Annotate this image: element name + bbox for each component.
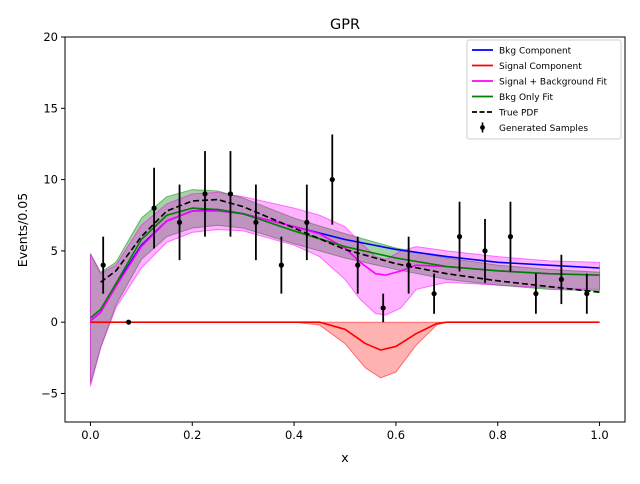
sample-point [304, 219, 310, 225]
series-true-pdf [100, 198, 600, 294]
sample-point [355, 262, 361, 268]
band-bkg-only-fit-band [89, 189, 601, 384]
y-tick-label: 0 [51, 315, 58, 329]
sample-point [431, 291, 437, 297]
legend-label-generated-samples: Generated Samples [499, 124, 588, 134]
legend-box [466, 39, 622, 140]
x-axis-label: x [341, 450, 348, 465]
sample-point [456, 234, 463, 240]
sample-point [329, 176, 335, 183]
sample-point [380, 305, 386, 311]
sample-point [533, 291, 539, 297]
sample-point [151, 205, 157, 211]
x-tick-label: 0.2 [183, 428, 201, 442]
y-axis-label: Events/0.05 [15, 193, 30, 267]
series-signal-component [90, 321, 600, 351]
x-tick-label: 0.8 [489, 428, 507, 442]
series-bkg-only-fit [89, 207, 600, 319]
legend-label-signal-component: Signal Component [499, 62, 582, 72]
y-tick-label: 15 [43, 101, 58, 115]
x-tick-label: 0.6 [387, 428, 405, 442]
sample-point [278, 262, 284, 268]
sample-point [202, 191, 208, 197]
y-tick-label: 10 [43, 173, 58, 187]
sample-point [507, 234, 514, 240]
sample-point [253, 219, 259, 225]
plot-area [89, 134, 601, 387]
y-tick-label: −5 [41, 386, 58, 400]
x-tick-label: 1.0 [590, 428, 608, 442]
sample-point [176, 219, 183, 225]
plot-inner [89, 134, 601, 387]
y-tick-label: 5 [51, 244, 58, 258]
axes: 0.0 0.2 0.4 0.6 0.8 1.0 −5 0 5 10 15 20 [41, 30, 626, 442]
chart-title: GPR [330, 17, 360, 33]
sample-point [100, 262, 106, 268]
band-signal-component-band [90, 321, 600, 379]
x-tick-label: 0.4 [285, 428, 303, 442]
sample-point [558, 276, 564, 283]
legend-label-signal-background-fit: Signal + Background Fit [499, 78, 607, 88]
legend: Bkg Component Signal Component Signal + Ba… [466, 39, 622, 140]
x-tick-label: 0.0 [81, 428, 99, 442]
band-signal-background-fit-band [89, 191, 601, 387]
sample-point [126, 319, 132, 325]
y-tick-label: 20 [43, 30, 58, 44]
sample-point [482, 248, 488, 254]
sample-point [227, 191, 234, 197]
sample-point [584, 291, 590, 297]
axes-frame [64, 36, 626, 423]
sample-point [406, 262, 412, 268]
legend-label-bkg-only-fit: Bkg Only Fit [499, 93, 553, 103]
legend-label-true-pdf: True PDF [498, 109, 539, 119]
legend-label-bkg-component: Bkg Component [499, 47, 572, 57]
legend-marker-samples [480, 125, 485, 130]
